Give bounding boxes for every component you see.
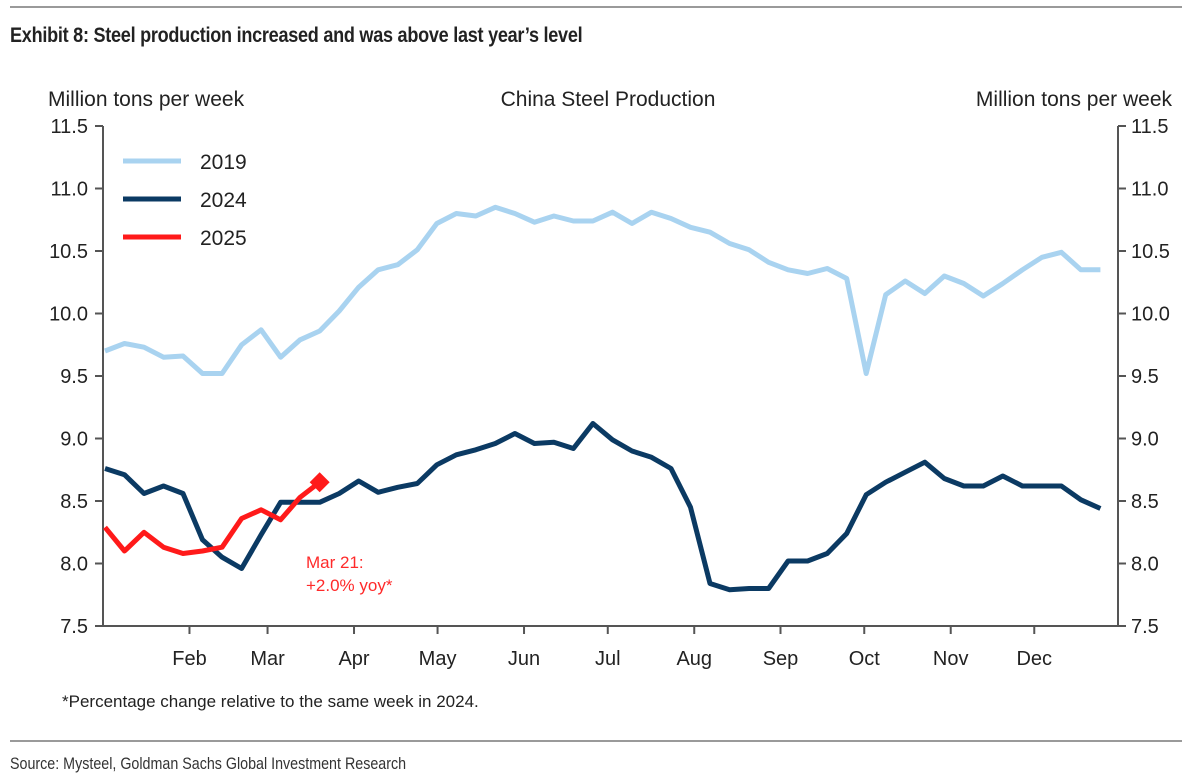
right-y-tick-label: 9.0 bbox=[1131, 429, 1159, 451]
legend-label-2019: 2019 bbox=[200, 151, 247, 174]
left-y-tick-label: 11.0 bbox=[51, 179, 88, 201]
legend-label-2024: 2024 bbox=[200, 189, 247, 212]
right-y-tick-label: 8.5 bbox=[1131, 491, 1159, 513]
source-note: Source: Mysteel, Goldman Sachs Global In… bbox=[10, 754, 407, 773]
right-y-tick-label: 11.0 bbox=[1131, 179, 1168, 201]
series-marker-2025 bbox=[309, 472, 330, 493]
top-rule bbox=[10, 6, 1182, 8]
left-axis-label: Million tons per week bbox=[48, 88, 245, 111]
annotation-line-2: +2.0% yoy* bbox=[306, 576, 393, 595]
x-tick-label: Apr bbox=[338, 648, 369, 670]
right-y-tick-label: 8.0 bbox=[1131, 554, 1159, 576]
right-axis-label: Million tons per week bbox=[976, 88, 1173, 111]
chart-title: China Steel Production bbox=[501, 88, 716, 111]
x-tick-label: Jun bbox=[508, 648, 540, 670]
left-y-tick-label: 10.5 bbox=[49, 241, 88, 263]
left-y-tick-label: 11.5 bbox=[51, 116, 88, 138]
axes: 7.5 7.5 8.0 8.0 8.5 8.5 9.0 9.0 9.5 9.5 10.0 10.0 10… bbox=[49, 116, 1170, 670]
right-y-tick-label: 11.5 bbox=[1131, 116, 1168, 138]
annotation-line-1: Mar 21: bbox=[306, 553, 364, 572]
series-line-2019 bbox=[104, 204, 1101, 376]
x-tick-label: Oct bbox=[849, 648, 881, 670]
right-y-tick-label: 10.0 bbox=[1131, 304, 1170, 326]
left-y-tick-label: 10.0 bbox=[49, 304, 88, 326]
series-layer bbox=[103, 204, 1102, 593]
right-y-tick-label: 7.5 bbox=[1131, 616, 1159, 638]
x-tick-label: Aug bbox=[676, 648, 712, 670]
x-tick-label: Feb bbox=[172, 648, 206, 670]
left-y-tick-label: 7.5 bbox=[60, 616, 88, 638]
exhibit-title: Exhibit 8: Steel production increased an… bbox=[10, 24, 583, 47]
series-line-2024 bbox=[104, 421, 1102, 593]
series-line-2025 bbox=[103, 480, 322, 556]
x-tick-label: Nov bbox=[933, 648, 969, 670]
right-y-tick-label: 9.5 bbox=[1131, 366, 1159, 388]
legend-label-2025: 2025 bbox=[200, 227, 247, 250]
left-y-tick-label: 9.5 bbox=[60, 366, 88, 388]
x-tick-label: Dec bbox=[1016, 648, 1052, 670]
left-y-tick-label: 8.0 bbox=[60, 554, 88, 576]
left-y-tick-label: 8.5 bbox=[60, 491, 88, 513]
left-y-tick-label: 9.0 bbox=[60, 429, 88, 451]
legend: 2019 2024 2025 bbox=[123, 151, 247, 250]
footnote: *Percentage change relative to the same … bbox=[62, 692, 479, 711]
right-y-tick-label: 10.5 bbox=[1131, 241, 1170, 263]
x-tick-label: Mar bbox=[250, 648, 285, 670]
x-tick-label: Jul bbox=[595, 648, 621, 670]
x-tick-label: Sep bbox=[763, 648, 799, 670]
x-tick-label: May bbox=[419, 648, 457, 670]
bottom-rule bbox=[10, 740, 1182, 742]
